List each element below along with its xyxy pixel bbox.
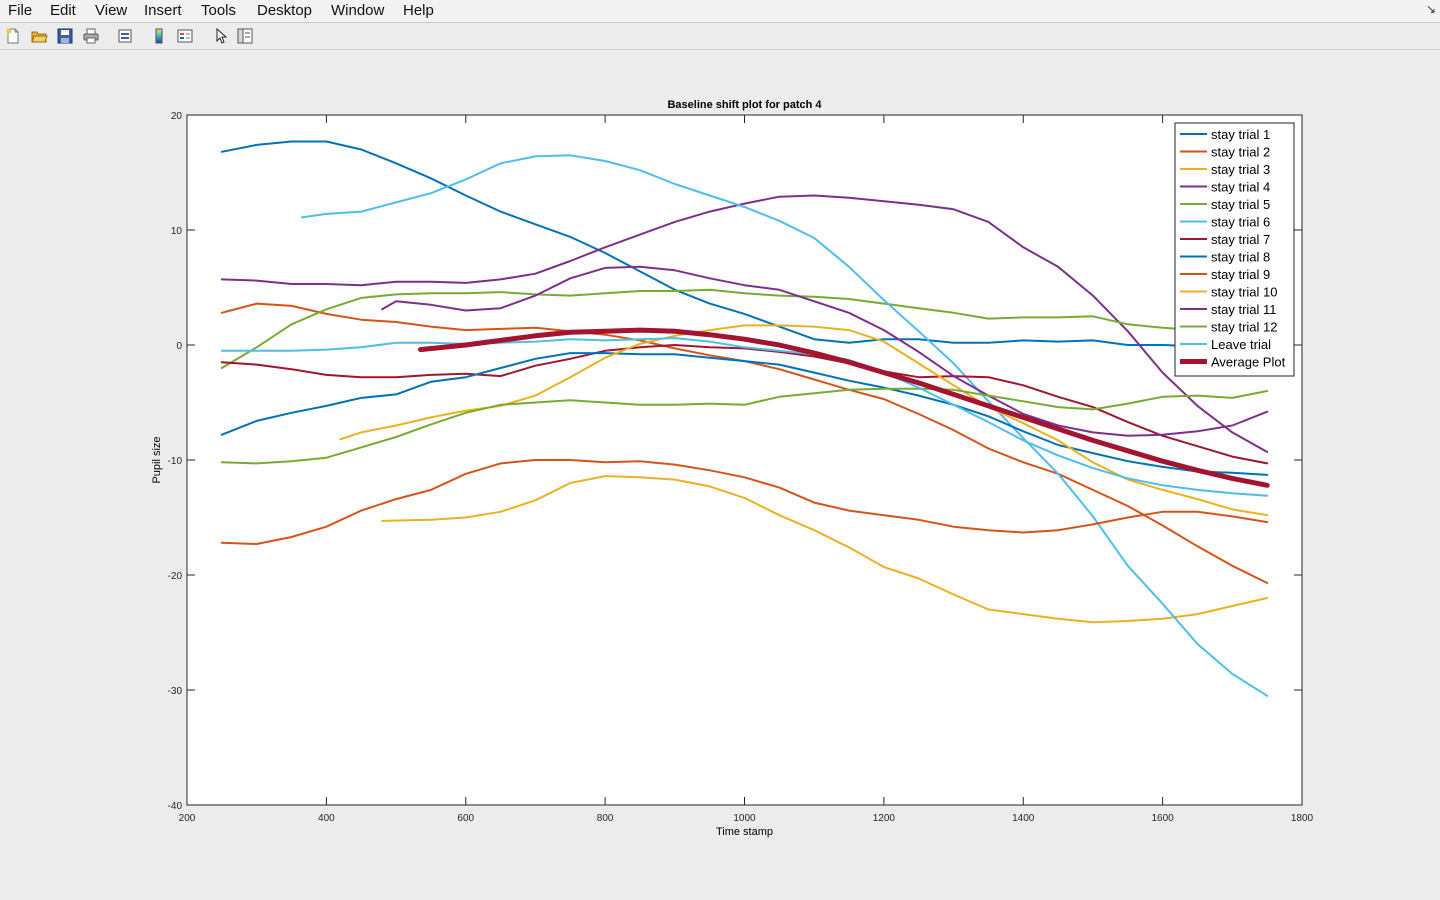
pointer-icon[interactable] <box>212 27 230 45</box>
legend-entry-label: stay trial 3 <box>1211 162 1270 177</box>
series-line-stay-trial-5[interactable] <box>220 288 1269 369</box>
x-tick-label: 400 <box>318 813 335 824</box>
series-line-stay-trial-7[interactable] <box>220 344 1269 465</box>
series-line-stay-trial-12[interactable] <box>220 387 1269 465</box>
legend-entry-label: Leave trial <box>1211 337 1271 352</box>
x-tick-label: 1600 <box>1152 813 1175 824</box>
y-tick-label: -30 <box>168 686 183 697</box>
menu-edit[interactable]: Edit <box>50 2 76 19</box>
menu-tools[interactable]: Tools <box>201 2 237 19</box>
legend-icon[interactable] <box>176 27 194 45</box>
x-tick-label: 200 <box>179 813 196 824</box>
y-tick-label: -20 <box>168 571 183 582</box>
chart-title: Baseline shift plot for patch 4 <box>667 99 822 111</box>
legend-entry-label: stay trial 2 <box>1211 145 1270 160</box>
legend-entry-label: stay trial 7 <box>1211 232 1270 247</box>
series-line-stay-trial-8[interactable] <box>220 352 1269 476</box>
new-figure-icon[interactable] <box>4 27 22 45</box>
y-tick-label: -40 <box>168 801 183 812</box>
legend-box <box>1174 122 1295 377</box>
property-inspector-icon[interactable] <box>236 27 254 45</box>
y-tick-label: -10 <box>168 456 183 467</box>
x-tick-label: 600 <box>457 813 474 824</box>
series-line-stay-trial-9[interactable] <box>220 459 1269 545</box>
legend-entry-label: stay trial 6 <box>1211 215 1270 230</box>
menu-insert[interactable]: Insert <box>144 2 182 19</box>
x-tick-label: 1400 <box>1012 813 1035 824</box>
figure-toolbar <box>0 23 1440 50</box>
y-tick-label: 20 <box>171 111 183 122</box>
menu-file[interactable]: File <box>8 2 33 19</box>
menu-help[interactable]: Help <box>403 2 434 19</box>
menu-view[interactable]: View <box>95 2 128 19</box>
undock-arrow-icon[interactable]: ↘ <box>1425 2 1436 16</box>
legend-entry-label: stay trial 9 <box>1211 267 1270 282</box>
series-line-stay-trial-6[interactable] <box>301 154 1269 697</box>
menubar: File Edit View Insert Tools Desktop Wind… <box>0 0 1440 23</box>
series-line-stay-trial-1[interactable] <box>220 140 1269 348</box>
x-tick-label: 800 <box>597 813 614 824</box>
legend-entry-label: stay trial 8 <box>1211 250 1270 265</box>
print-icon[interactable] <box>82 27 100 45</box>
plot-area <box>187 115 1302 805</box>
y-axis-label: Pupil size <box>151 436 163 483</box>
legend-entry-label: stay trial 5 <box>1211 197 1270 212</box>
y-tick-label: 0 <box>176 341 182 352</box>
menu-window[interactable]: Window <box>331 2 385 19</box>
line-chart: 200 400 600 800 1000 1200 1400 1600 1800-40-30-2… <box>151 99 1314 838</box>
series-line-stay-trial-11[interactable] <box>381 265 1269 437</box>
print-preview-icon[interactable] <box>116 27 134 45</box>
x-tick-label: 1200 <box>873 813 896 824</box>
x-tick-label: 1800 <box>1291 813 1314 824</box>
figure-canvas: 200 400 600 800 1000 1200 1400 1600 1800 -40 -30 -2… <box>0 50 1440 900</box>
menu-desktop[interactable]: Desktop <box>257 2 313 19</box>
series-line-average-plot[interactable] <box>418 327 1270 488</box>
save-icon[interactable] <box>56 27 74 45</box>
x-axis-label: Time stamp <box>716 826 773 838</box>
series-line-stay-trial-3[interactable] <box>381 475 1269 624</box>
y-tick-label: 10 <box>171 226 183 237</box>
colorbar-icon[interactable] <box>150 27 168 45</box>
series-line-leave-trial[interactable] <box>220 337 1269 497</box>
legend-entry-label: stay trial 12 <box>1211 320 1277 335</box>
legend[interactable]: stay trial 1 stay trial 2 stay trial 3 stay… <box>1174 122 1295 377</box>
legend-entry-label: stay trial 11 <box>1211 302 1277 317</box>
series-line-stay-trial-4[interactable] <box>220 194 1269 453</box>
x-tick-label: 1000 <box>733 813 756 824</box>
open-file-icon[interactable] <box>30 27 48 45</box>
legend-entry-label: stay trial 4 <box>1211 180 1270 195</box>
legend-entry-label: Average Plot <box>1211 355 1286 370</box>
legend-entry-label: stay trial 10 <box>1211 285 1277 300</box>
legend-entry-label: stay trial 1 <box>1211 127 1270 142</box>
